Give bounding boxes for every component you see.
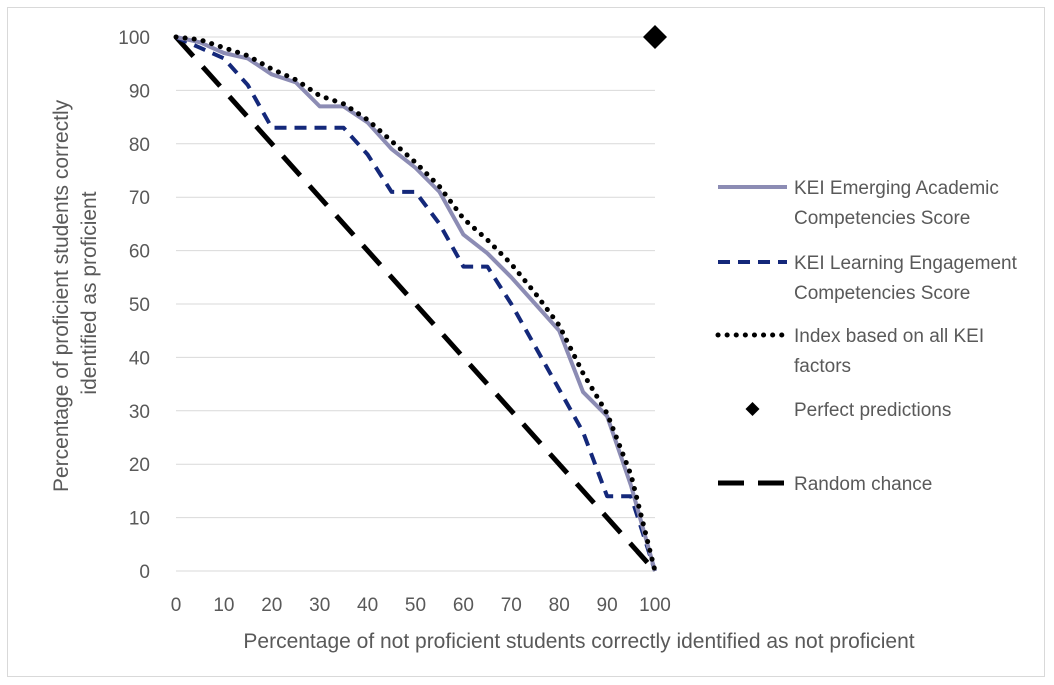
- chart-frame: 0 10 20 30 40 50 60 70 80 90 100 0 10 20 30 40 50 60 70 80…: [7, 7, 1045, 677]
- y-tick-label: 50: [129, 295, 150, 316]
- legend-item-index: Index based on all KEI factors: [715, 326, 984, 377]
- legend-item-engagement: KEI Learning Engagement Competencies Scor…: [718, 253, 1018, 304]
- y-axis-label-line-2: identified as proficient: [78, 191, 101, 394]
- legend-swatch-diamond: [745, 402, 760, 416]
- y-tick-label: 30: [129, 402, 150, 423]
- legend-item-perfect: Perfect predictions: [745, 400, 951, 421]
- series-line-engagement: [175, 35, 657, 572]
- legend-item-random: Random chance: [718, 474, 932, 495]
- x-tick-label: 80: [549, 595, 570, 616]
- legend-label: factors: [794, 356, 851, 377]
- legend-label: Random chance: [794, 474, 932, 495]
- x-tick-label: 60: [453, 595, 474, 616]
- legend-label: KEI Learning Engagement: [794, 253, 1018, 274]
- y-axis-label: Percentage of proficient students correc…: [50, 94, 101, 492]
- x-tick-label: 50: [405, 595, 426, 616]
- y-tick-label: 100: [118, 28, 150, 49]
- y-tick-label: 70: [129, 188, 150, 209]
- x-axis-ticks: 0 10 20 30 40 50 60 70 80 90 100: [171, 595, 671, 616]
- legend-label: Perfect predictions: [794, 400, 951, 421]
- x-tick-label: 10: [213, 595, 234, 616]
- x-tick-label: 70: [501, 595, 522, 616]
- y-tick-label: 40: [129, 348, 150, 369]
- legend-item-academic: KEI Emerging Academic Competencies Score: [718, 178, 999, 229]
- y-axis-label-line-1: Percentage of proficient students correc…: [50, 99, 73, 492]
- legend-label: Index based on all KEI: [794, 326, 984, 347]
- series-lines: [173, 25, 667, 574]
- y-tick-label: 60: [129, 242, 150, 263]
- legend-label: Competencies Score: [794, 283, 970, 304]
- x-tick-label: 30: [309, 595, 330, 616]
- y-tick-label: 90: [129, 81, 150, 102]
- y-tick-label: 80: [129, 135, 150, 156]
- y-tick-label: 10: [129, 509, 150, 530]
- series-line-academic: [175, 35, 657, 572]
- x-tick-label: 90: [597, 595, 618, 616]
- legend-label: KEI Emerging Academic: [794, 178, 999, 199]
- y-axis-ticks: 0 10 20 30 40 50 60 70 80 90 100: [118, 28, 150, 583]
- series-line-index: [173, 34, 658, 574]
- y-tick-label: 0: [139, 562, 150, 583]
- x-axis-label: Percentage of not proficient students co…: [243, 630, 914, 653]
- x-tick-label: 20: [261, 595, 282, 616]
- x-tick-label: 0: [171, 595, 182, 616]
- x-tick-label: 100: [639, 595, 671, 616]
- legend-label: Competencies Score: [794, 208, 970, 229]
- roc-chart: 0 10 20 30 40 50 60 70 80 90 100 0 10 20 30 40 50 60 70 80…: [50, 25, 1018, 653]
- x-tick-label: 40: [357, 595, 378, 616]
- y-tick-label: 20: [129, 455, 150, 476]
- perfect-prediction-marker: [643, 25, 667, 49]
- gridlines: [176, 36, 655, 572]
